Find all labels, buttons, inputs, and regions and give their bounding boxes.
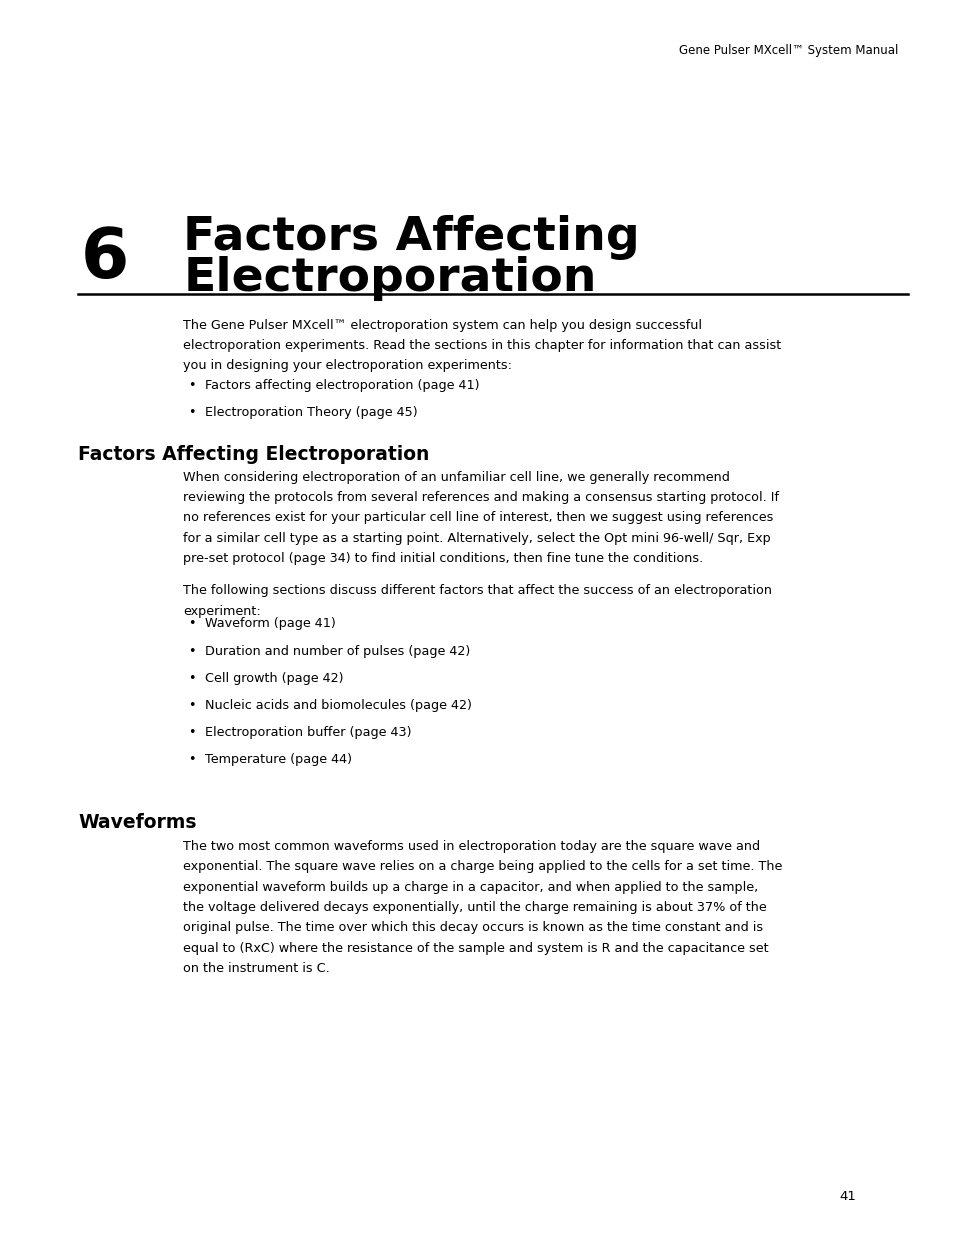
Text: Duration and number of pulses (page 42): Duration and number of pulses (page 42): [205, 645, 470, 658]
Text: Electroporation buffer (page 43): Electroporation buffer (page 43): [205, 726, 411, 740]
Text: 6: 6: [81, 225, 130, 291]
Text: Factors Affecting Electroporation: Factors Affecting Electroporation: [78, 445, 429, 463]
Text: •: •: [188, 645, 195, 658]
Text: •: •: [188, 726, 195, 740]
Text: •: •: [188, 379, 195, 393]
Text: Factors Affecting: Factors Affecting: [183, 215, 639, 259]
Text: 41: 41: [839, 1189, 856, 1203]
Text: you in designing your electroporation experiments:: you in designing your electroporation ex…: [183, 359, 512, 373]
Text: When considering electroporation of an unfamiliar cell line, we generally recomm: When considering electroporation of an u…: [183, 471, 729, 484]
Text: original pulse. The time over which this decay occurs is known as the time const: original pulse. The time over which this…: [183, 921, 762, 935]
Text: Electroporation: Electroporation: [183, 256, 596, 300]
Text: The two most common waveforms used in electroporation today are the square wave : The two most common waveforms used in el…: [183, 840, 760, 853]
Text: Nucleic acids and biomolecules (page 42): Nucleic acids and biomolecules (page 42): [205, 699, 472, 713]
Text: •: •: [188, 406, 195, 420]
Text: Electroporation Theory (page 45): Electroporation Theory (page 45): [205, 406, 417, 420]
Text: Factors affecting electroporation (page 41): Factors affecting electroporation (page …: [205, 379, 479, 393]
Text: The following sections discuss different factors that affect the success of an e: The following sections discuss different…: [183, 584, 771, 598]
Text: Temperature (page 44): Temperature (page 44): [205, 753, 352, 767]
Text: reviewing the protocols from several references and making a consensus starting : reviewing the protocols from several ref…: [183, 490, 779, 504]
Text: •: •: [188, 699, 195, 713]
Text: the voltage delivered decays exponentially, until the charge remaining is about : the voltage delivered decays exponential…: [183, 902, 766, 914]
Text: on the instrument is C.: on the instrument is C.: [183, 962, 330, 976]
Text: no references exist for your particular cell line of interest, then we suggest u: no references exist for your particular …: [183, 511, 773, 525]
Text: •: •: [188, 618, 195, 631]
Text: •: •: [188, 672, 195, 685]
Text: •: •: [188, 753, 195, 767]
Text: Waveform (page 41): Waveform (page 41): [205, 618, 335, 631]
Text: for a similar cell type as a starting point. Alternatively, select the Opt mini : for a similar cell type as a starting po…: [183, 531, 770, 545]
Text: Gene Pulser MXcell™ System Manual: Gene Pulser MXcell™ System Manual: [679, 44, 898, 58]
Text: electroporation experiments. Read the sections in this chapter for information t: electroporation experiments. Read the se…: [183, 338, 781, 352]
Text: experiment:: experiment:: [183, 604, 260, 618]
Text: exponential. The square wave relies on a charge being applied to the cells for a: exponential. The square wave relies on a…: [183, 860, 781, 873]
Text: Waveforms: Waveforms: [78, 813, 196, 831]
Text: equal to (RxC) where the resistance of the sample and system is R and the capaci: equal to (RxC) where the resistance of t…: [183, 942, 768, 955]
Text: Cell growth (page 42): Cell growth (page 42): [205, 672, 343, 685]
Text: exponential waveform builds up a charge in a capacitor, and when applied to the : exponential waveform builds up a charge …: [183, 881, 758, 894]
Text: pre-set protocol (page 34) to find initial conditions, then fine tune the condit: pre-set protocol (page 34) to find initi…: [183, 552, 702, 566]
Text: The Gene Pulser MXcell™ electroporation system can help you design successful: The Gene Pulser MXcell™ electroporation …: [183, 319, 701, 332]
